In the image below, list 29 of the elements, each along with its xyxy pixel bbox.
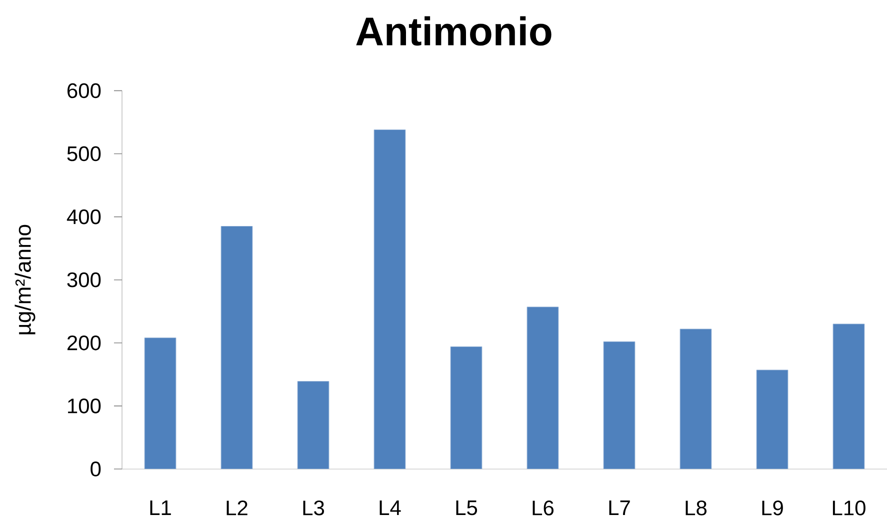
bar: [220, 226, 253, 469]
y-tick-label: 600: [68, 83, 101, 98]
x-tick-label: L9: [762, 500, 783, 516]
x-tick-label: L2: [226, 500, 248, 516]
y-tick-label: 200: [67, 335, 101, 350]
y-tick-label: 300: [67, 272, 101, 288]
y-axis-title: µg/m²/anno: [14, 224, 36, 334]
bar: [680, 328, 712, 469]
x-tick-label: L6: [532, 500, 554, 516]
chart-title: Antimonio: [356, 16, 552, 46]
x-tick-label: L8: [686, 500, 707, 516]
y-tick-label: 400: [66, 209, 101, 224]
x-tick-label: L1: [150, 500, 171, 515]
x-tick-label: L3: [303, 500, 324, 516]
bar: [297, 381, 330, 469]
bar: [832, 324, 865, 469]
bar: [450, 346, 482, 469]
bar: [144, 338, 176, 469]
bar: [603, 341, 636, 469]
bar: [756, 370, 788, 469]
y-tick-label: 500: [67, 146, 101, 162]
x-tick-label: L5: [456, 500, 478, 516]
y-tick-label: 0: [90, 462, 101, 476]
y-tick-label: 100: [68, 398, 101, 414]
x-tick-label: L7: [609, 500, 630, 515]
x-tick-label: L10: [832, 500, 866, 516]
bar: [526, 306, 559, 469]
x-tick-label: L4: [380, 500, 401, 515]
bar: [374, 130, 406, 469]
